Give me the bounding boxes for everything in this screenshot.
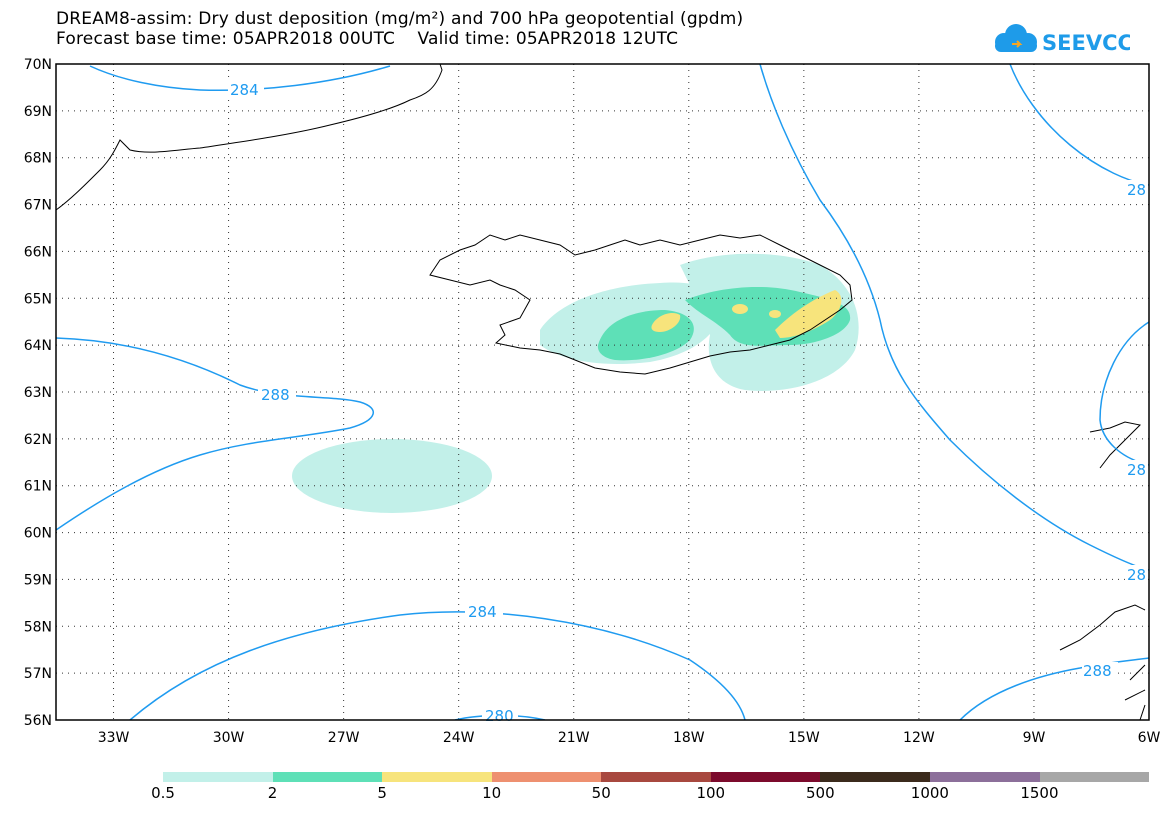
contour-label: 28 — [1127, 461, 1146, 479]
longitude-label: 18W — [673, 730, 705, 746]
contour-label: 28 — [1127, 566, 1146, 584]
coastlines — [55, 63, 1146, 721]
latitude-label: 62N — [24, 432, 52, 448]
colorbar-label: 500 — [806, 784, 835, 802]
longitude-label: 27W — [328, 730, 360, 746]
latitude-label: 70N — [24, 57, 52, 73]
latitude-label: 60N — [24, 526, 52, 542]
dust-area-iceland-yellow-3 — [769, 310, 781, 318]
colorbar-label: 2 — [267, 784, 278, 802]
colorbar — [163, 772, 1150, 782]
map-subtitle: Forecast base time: 05APR2018 00UTC Vali… — [56, 29, 679, 49]
colorbar-swatch — [163, 772, 273, 782]
longitude-label: 30W — [213, 730, 245, 746]
logo-text: SEEVCCC — [1042, 31, 1130, 55]
colorbar-label: 100 — [696, 784, 726, 802]
contour-28-top-right — [1009, 64, 1149, 186]
coastline-scotland — [1059, 604, 1146, 721]
colorbar-swatch — [382, 772, 492, 782]
latitude-label: 64N — [24, 338, 52, 354]
cloud-icon — [995, 24, 1037, 52]
contour-284-south — [129, 611, 746, 720]
latitude-label: 56N — [24, 713, 52, 729]
colorbar-swatch — [272, 772, 383, 782]
colorbar-swatch — [929, 772, 1040, 782]
colorbar-label: 1500 — [1020, 784, 1059, 802]
seevccc-logo: SEEVCCC — [995, 24, 1130, 55]
latitude-label: 66N — [24, 244, 52, 260]
latitude-label: 61N — [24, 479, 52, 495]
latitude-label: 69N — [24, 104, 52, 120]
latitude-label: 65N — [24, 291, 52, 307]
longitude-label: 12W — [903, 730, 935, 746]
colorbar-label: 5 — [377, 784, 387, 802]
dust-area-south-atlantic — [292, 439, 492, 513]
latitude-label: 68N — [24, 151, 52, 167]
dust-area-iceland-yellow-4 — [775, 290, 842, 338]
contour-label: 28 — [1127, 181, 1146, 199]
latitude-label: 67N — [24, 198, 52, 214]
contour-label-group: 284 288 284 280 28 28 28 288 — [228, 80, 1148, 725]
longitude-label: 24W — [443, 730, 475, 746]
colorbar-label: 10 — [482, 784, 502, 802]
contour-label: 284 — [230, 81, 259, 99]
latitude-labels: 70N 69N 68N 67N 66N 65N 64N 63N 62N 61N 60N 59N 58N 5… — [24, 57, 52, 729]
coastline-faroe — [1089, 421, 1142, 469]
contour-28-northeast — [759, 64, 1149, 571]
map-frame — [55, 63, 1150, 721]
latitude-label: 58N — [24, 619, 52, 635]
longitude-label: 21W — [558, 730, 590, 746]
longitude-label: 6W — [1138, 730, 1161, 746]
colorbar-swatch — [710, 772, 821, 782]
colorbar-swatch — [491, 772, 602, 782]
contour-288-west — [56, 337, 374, 531]
map-title: DREAM8-assim: Dry dust deposition (mg/m²… — [56, 9, 744, 29]
longitude-label: 15W — [788, 730, 820, 746]
colorbar-label: 50 — [591, 784, 611, 802]
contour-label: 284 — [468, 603, 497, 621]
colorbar-label: 1000 — [910, 784, 949, 802]
longitude-label: 9W — [1023, 730, 1046, 746]
contour-label: 280 — [485, 707, 514, 725]
coastline-iceland — [429, 234, 853, 375]
contour-288-south-east — [959, 657, 1149, 720]
colorbar-swatch — [820, 772, 930, 782]
colorbar-swatch — [601, 772, 711, 782]
contour-284-north — [89, 65, 391, 92]
contour-label: 288 — [261, 386, 290, 404]
latitude-label: 57N — [24, 666, 52, 682]
latitude-label: 63N — [24, 385, 52, 401]
contour-28-right-mid — [1099, 321, 1149, 466]
colorbar-swatch — [1039, 772, 1150, 782]
coastline-greenland — [55, 63, 443, 211]
dust-area-iceland-yellow-2 — [732, 304, 748, 314]
dust-area-iceland-yellow-1 — [651, 313, 681, 332]
grid-lines — [56, 64, 1149, 720]
contour-label: 288 — [1083, 662, 1112, 680]
latitude-label: 59N — [24, 572, 52, 588]
dust-deposition-layer — [292, 253, 859, 513]
longitude-labels: 33W 30W 27W 24W 21W 18W 15W 12W 9W 6W — [98, 730, 1161, 746]
colorbar-label: 0.5 — [151, 784, 175, 802]
longitude-label: 33W — [98, 730, 130, 746]
